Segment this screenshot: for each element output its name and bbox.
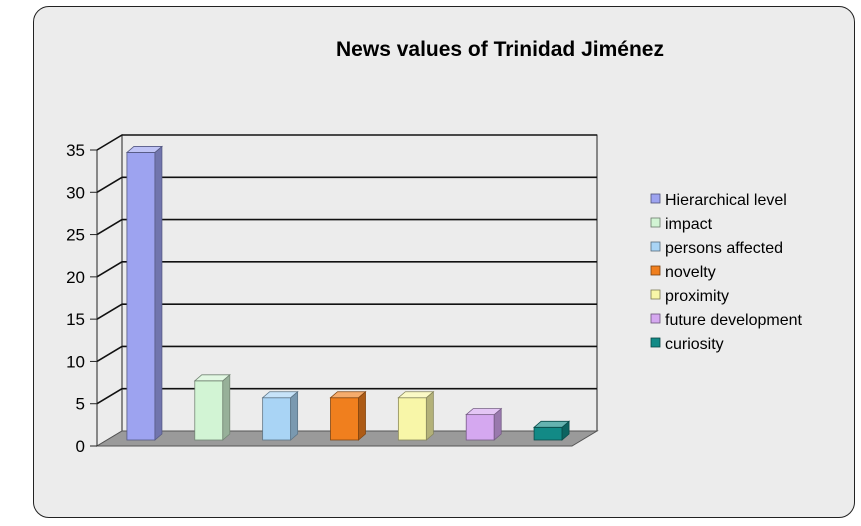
bar-top [397, 391, 435, 399]
bar-top [125, 146, 164, 153]
bar-impact [193, 373, 231, 441]
bar-top [329, 391, 367, 399]
bar-front [533, 426, 563, 441]
gridline [96, 303, 597, 320]
bar-curiosity [532, 420, 571, 441]
legend: Hierarchical level impact persons affected… [650, 192, 803, 353]
side-wall [96, 134, 123, 447]
y-tick-label: 0 [76, 437, 85, 456]
legend-label: novelty [665, 264, 716, 281]
gridline [96, 345, 597, 363]
y-tick-label: 25 [66, 226, 85, 245]
legend-label: future development [665, 312, 803, 329]
bar-side [222, 373, 231, 441]
bar-top [261, 391, 299, 399]
y-tick-label: 35 [66, 141, 85, 160]
legend-swatch [650, 241, 661, 252]
legend-label: curiosity [665, 336, 724, 353]
gridline [96, 261, 597, 278]
bar-front [126, 152, 156, 441]
legend-swatch [650, 265, 661, 276]
legend-swatch [650, 217, 661, 228]
bar-novelty [329, 390, 367, 441]
plot-area: 0 5 10 15 20 25 30 35 [66, 134, 599, 456]
legend-label: proximity [665, 288, 729, 305]
bar-front [465, 414, 495, 441]
bar-front [397, 397, 427, 441]
y-tick-label: 15 [66, 310, 85, 329]
y-tick-label: 20 [66, 268, 85, 287]
bar-persons-affected [261, 390, 299, 441]
legend-swatch [650, 289, 661, 300]
chart-title: News values of Trinidad Jiménez [336, 38, 664, 61]
gridline [96, 176, 597, 193]
bar-front [262, 397, 292, 441]
bar-hierarchical-level [125, 145, 164, 441]
y-tick-label: 10 [66, 352, 85, 371]
bar-top [193, 374, 231, 382]
y-tick-label: 5 [76, 395, 85, 414]
legend-label: impact [665, 216, 713, 233]
legend-label: Hierarchical level [665, 192, 787, 209]
bar-front [194, 380, 224, 441]
legend-swatch [650, 313, 661, 324]
gridline [96, 134, 597, 151]
bar-top [532, 420, 571, 428]
back-wall [121, 134, 598, 432]
legend-swatch [650, 337, 661, 348]
bar-side [358, 390, 366, 441]
bar-future-development [465, 407, 503, 441]
bar-side [290, 390, 299, 441]
legend-swatch [650, 193, 661, 204]
bar-top [465, 408, 503, 416]
bar-side [425, 390, 434, 441]
y-tick-label: 30 [66, 183, 85, 202]
gridline [96, 218, 597, 236]
bar-proximity [397, 390, 435, 441]
legend-label: persons affected [665, 240, 783, 257]
bar-side [154, 145, 163, 441]
gridline [96, 387, 597, 405]
bar-front [330, 397, 359, 441]
